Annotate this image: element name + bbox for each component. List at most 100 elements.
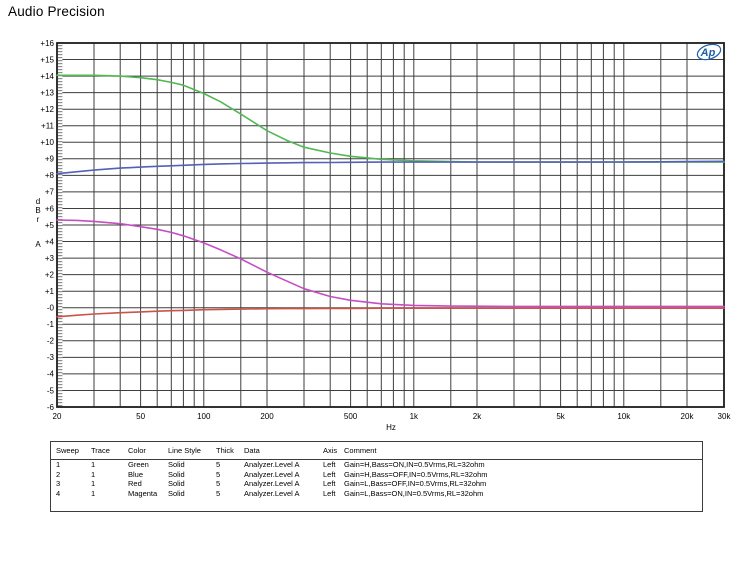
- x-axis-labels: 20 50 100 200 500 1k 2k 5k 10k 20k 30k Hz: [53, 412, 732, 432]
- y-tick-label: +16: [40, 39, 54, 48]
- table-cell: 5: [216, 460, 221, 469]
- table-header-data: Data: [244, 446, 260, 455]
- table-header-sweep: Sweep: [56, 446, 79, 455]
- y-axis-channel: A: [35, 240, 41, 249]
- table-cell: Magenta: [128, 488, 158, 498]
- y-axis-labels: +16 +15 +14 +13 +12 +11 +10 +9 +8 +7 +6 +5 +4 +3 +2 +1 -…: [40, 39, 54, 412]
- y-axis-minor-ticks: [58, 43, 63, 407]
- table-cell: 4: [56, 488, 61, 498]
- y-tick-label: -4: [47, 370, 55, 379]
- table-cell: 3: [56, 479, 61, 488]
- y-tick-label: +6: [45, 204, 55, 213]
- grid: [56, 42, 725, 408]
- table-header-color: Color: [128, 446, 146, 455]
- sweep-table: Sweep Trace Color Line Style Thick Data Axis Co…: [50, 441, 703, 512]
- sweep-table-body: 1 1 Green Solid 5 Analyzer.Level A Left Gain=H,…: [51, 460, 702, 499]
- y-tick-label: +13: [40, 88, 54, 97]
- y-tick-label: +15: [40, 55, 54, 64]
- x-tick-label: 10k: [617, 412, 631, 421]
- y-tick-label: -6: [47, 403, 55, 412]
- x-tick-label: 2k: [473, 412, 482, 421]
- table-cell: Left: [323, 460, 336, 469]
- y-tick-label: +7: [45, 188, 55, 197]
- table-row: 3 1 Red Solid 5 Analyzer.Level A Left Gain=L,Ba…: [51, 479, 702, 489]
- table-cell: Gain=L,Bass=ON,IN=0.5Vrms,RL=32ohm: [344, 488, 484, 498]
- table-header-comment: Comment: [344, 446, 377, 455]
- y-tick-label: +9: [45, 155, 55, 164]
- table-cell: Analyzer.Level A: [244, 479, 300, 488]
- table-cell: 1: [91, 479, 96, 488]
- table-cell: Solid: [168, 469, 185, 479]
- x-tick-label: 20k: [681, 412, 695, 421]
- trace-magenta: [56, 219, 725, 308]
- table-cell: Analyzer.Level A: [244, 460, 300, 469]
- table-cell: Solid: [168, 460, 185, 469]
- y-tick-label: -1: [47, 320, 55, 329]
- x-tick-label: 500: [344, 412, 358, 421]
- y-tick-label: +11: [41, 122, 55, 131]
- svg-text:r: r: [37, 215, 40, 224]
- table-cell: Solid: [168, 479, 185, 488]
- y-tick-label: +12: [40, 105, 54, 114]
- x-tick-label: 5k: [556, 412, 565, 421]
- y-tick-label: +3: [45, 254, 55, 263]
- sweep-table-head-row: Sweep Trace Color Line Style Thick Data Axis Co…: [51, 442, 702, 460]
- svg-text:B: B: [35, 206, 40, 215]
- y-tick-label: -2: [47, 337, 55, 346]
- x-tick-label: 50: [136, 412, 145, 421]
- x-tick-label: 20: [53, 412, 62, 421]
- table-cell: Analyzer.Level A: [244, 488, 300, 498]
- table-header-axis: Axis: [323, 446, 338, 455]
- table-cell: Gain=L,Bass=OFF,IN=0.5Vrms,RL=32ohm: [344, 479, 487, 488]
- audio-precision-logo-icon: Ap: [696, 43, 722, 61]
- table-cell: 1: [91, 469, 96, 479]
- y-tick-label: -5: [47, 386, 55, 395]
- y-tick-label: +10: [40, 138, 54, 147]
- y-tick-label: -0: [47, 304, 55, 313]
- y-tick-label: +4: [45, 237, 55, 246]
- svg-text:Ap: Ap: [700, 47, 716, 59]
- table-cell: Blue: [128, 469, 144, 479]
- table-cell: Red: [128, 479, 142, 488]
- y-tick-label: +5: [45, 221, 55, 230]
- x-axis-unit: Hz: [386, 423, 396, 432]
- x-tick-label: 1k: [410, 412, 419, 421]
- table-cell: Left: [323, 469, 336, 479]
- table-cell: 5: [216, 479, 221, 488]
- table-cell: Green: [128, 460, 149, 469]
- trace-blue: [56, 160, 725, 175]
- table-cell: Left: [323, 479, 336, 488]
- table-cell: 1: [91, 460, 96, 469]
- y-axis-unit: dBr A: [35, 197, 41, 249]
- y-tick-label: +1: [45, 287, 55, 296]
- y-tick-label: +14: [40, 72, 54, 81]
- table-cell: 1: [91, 488, 96, 498]
- y-tick-label: +2: [45, 270, 55, 279]
- table-cell: 1: [56, 460, 61, 469]
- table-cell: 5: [216, 488, 221, 498]
- table-row: 4 1 Magenta Solid 5 Analyzer.Level A Left Gain=…: [51, 489, 702, 499]
- table-cell: Solid: [168, 488, 185, 498]
- table-cell: Left: [323, 488, 336, 498]
- table-row: 2 1 Blue Solid 5 Analyzer.Level A Left Gain=H,B…: [51, 470, 702, 480]
- y-tick-label: -3: [47, 353, 55, 362]
- svg-text:d: d: [36, 197, 40, 206]
- table-header-thick: Thick: [216, 446, 234, 455]
- table-row: 1 1 Green Solid 5 Analyzer.Level A Left Gain=H,…: [51, 460, 702, 470]
- x-tick-label: 200: [260, 412, 274, 421]
- x-tick-label: 100: [197, 412, 211, 421]
- x-tick-label: 30k: [718, 412, 732, 421]
- table-header-line-style: Line Style: [168, 446, 201, 455]
- table-cell: Gain=H,Bass=ON,IN=0.5Vrms,RL=32ohm: [344, 460, 485, 469]
- table-cell: 5: [216, 469, 221, 479]
- trace-red: [56, 307, 725, 318]
- frequency-response-chart-svg: +16 +15 +14 +13 +12 +11 +10 +9 +8 +7 +6 +5 +4 +3 +2 +1 -…: [35, 39, 732, 432]
- page-title: Audio Precision: [8, 4, 105, 19]
- table-cell: Analyzer.Level A: [244, 469, 300, 479]
- table-cell: 2: [56, 469, 61, 479]
- y-tick-label: +8: [45, 171, 55, 180]
- table-header-trace: Trace: [91, 446, 110, 455]
- plot-border: [56, 42, 725, 408]
- table-cell: Gain=H,Bass=OFF,IN=0.5Vrms,RL=32ohm: [344, 469, 488, 479]
- frequency-response-chart: +16 +15 +14 +13 +12 +11 +10 +9 +8 +7 +6 +5 +4 +3 +2 +1 -…: [35, 39, 732, 432]
